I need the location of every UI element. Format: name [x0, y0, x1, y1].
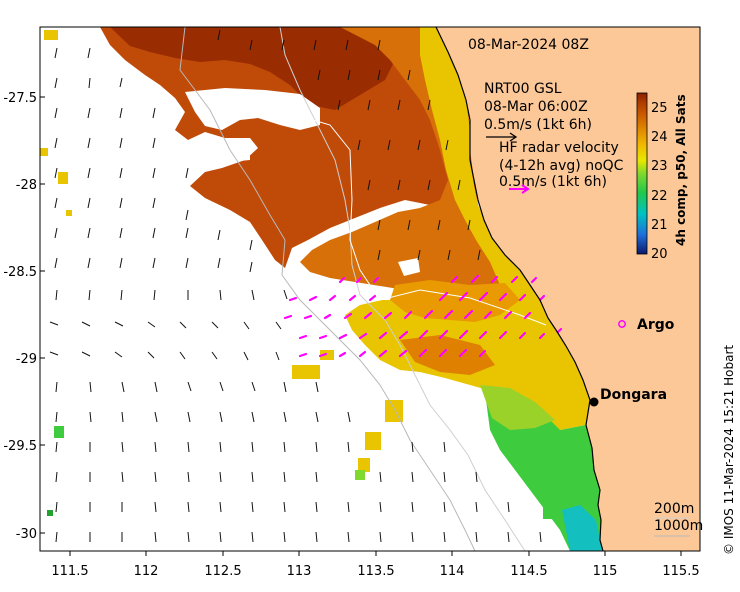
colorbar — [636, 92, 648, 255]
y-tick-marks — [40, 96, 45, 534]
model-scale-arrow — [486, 132, 518, 142]
hf-radar-arrows — [283, 274, 563, 358]
colorbar-ticks: 20 21 22 23 24 25 — [651, 101, 668, 262]
sst-field-cyan — [562, 505, 603, 551]
x-tick-115-5: 115.5 — [662, 564, 699, 579]
x-tick-112: 112 — [134, 564, 159, 579]
contour-200m — [279, 27, 526, 551]
map-title: 08-Mar-2024 08Z — [468, 37, 589, 53]
model-scale: 0.5m/s (1kt 6h) — [484, 117, 592, 133]
x-tick-111-5: 111.5 — [51, 564, 88, 579]
y-tick-27-5: -27.5 — [3, 91, 37, 106]
model-current-arrows — [49, 29, 542, 543]
x-axis: 111.5 112 112.5 113 113.5 114 114.5 115 … — [51, 564, 699, 579]
contour-1000m — [179, 27, 476, 551]
cloud-gap-1 — [185, 88, 320, 130]
y-axis: -27.5 -28 -28.5 -29 -29.5 -30 — [3, 91, 37, 542]
sst-field-mid — [300, 27, 520, 300]
y-tick-29-5: -29.5 — [3, 439, 37, 454]
radar-averaging: (4-12h avg) noQC — [499, 158, 624, 174]
y-tick-30: -30 — [16, 527, 37, 542]
sst-field-north — [100, 27, 478, 268]
model-name: NRT00 GSL — [484, 81, 562, 97]
plot-border — [39, 26, 701, 552]
sst-field-darkest — [110, 27, 395, 110]
x-tick-113-5: 113.5 — [357, 564, 394, 579]
colorbar-tick-22: 22 — [651, 189, 668, 204]
cloud-gap-2 — [398, 258, 420, 276]
x-tick-114: 114 — [440, 564, 465, 579]
argo-marker — [618, 320, 626, 328]
sst-field-lightgreen — [480, 385, 555, 430]
y-tick-28: -28 — [16, 178, 37, 193]
x-tick-113: 113 — [287, 564, 312, 579]
colorbar-tick-24: 24 — [651, 130, 668, 145]
dongara-marker — [589, 397, 599, 407]
colorbar-tick-25: 25 — [651, 101, 668, 116]
credit-text: © IMOS 11-Mar-2024 15:21 Hobart — [722, 345, 736, 555]
contour-legend-200m: 200m — [654, 501, 694, 517]
argo-label: Argo — [637, 317, 675, 333]
radar-title: HF radar velocity — [499, 140, 619, 156]
y-tick-28-5: -28.5 — [3, 265, 37, 280]
dongara-label: Dongara — [600, 387, 667, 403]
cloud-gap-3 — [225, 148, 250, 162]
coastline — [435, 27, 604, 551]
sst-field-yellow — [345, 27, 590, 430]
colorbar-label: 4h comp, p50, All Sats — [674, 94, 688, 246]
x-tick-114-5: 114.5 — [510, 564, 547, 579]
x-tick-115: 115 — [593, 564, 618, 579]
colorbar-tick-23: 23 — [651, 159, 668, 174]
sst-field-inshore-orange — [400, 335, 495, 375]
radar-scale-arrow — [509, 184, 530, 194]
colorbar-tick-21: 21 — [651, 218, 668, 233]
contour-legend-1000m: 1000m — [654, 518, 703, 534]
radar-scale: 0.5m/s (1kt 6h) — [499, 174, 607, 190]
colorbar-tick-20: 20 — [651, 247, 668, 262]
y-tick-29: -29 — [16, 352, 37, 367]
x-tick-112-5: 112.5 — [204, 564, 241, 579]
nrt-boundary — [269, 115, 547, 326]
x-tick-marks — [69, 551, 682, 556]
land — [436, 27, 700, 551]
model-time: 08-Mar 06:00Z — [484, 99, 588, 115]
